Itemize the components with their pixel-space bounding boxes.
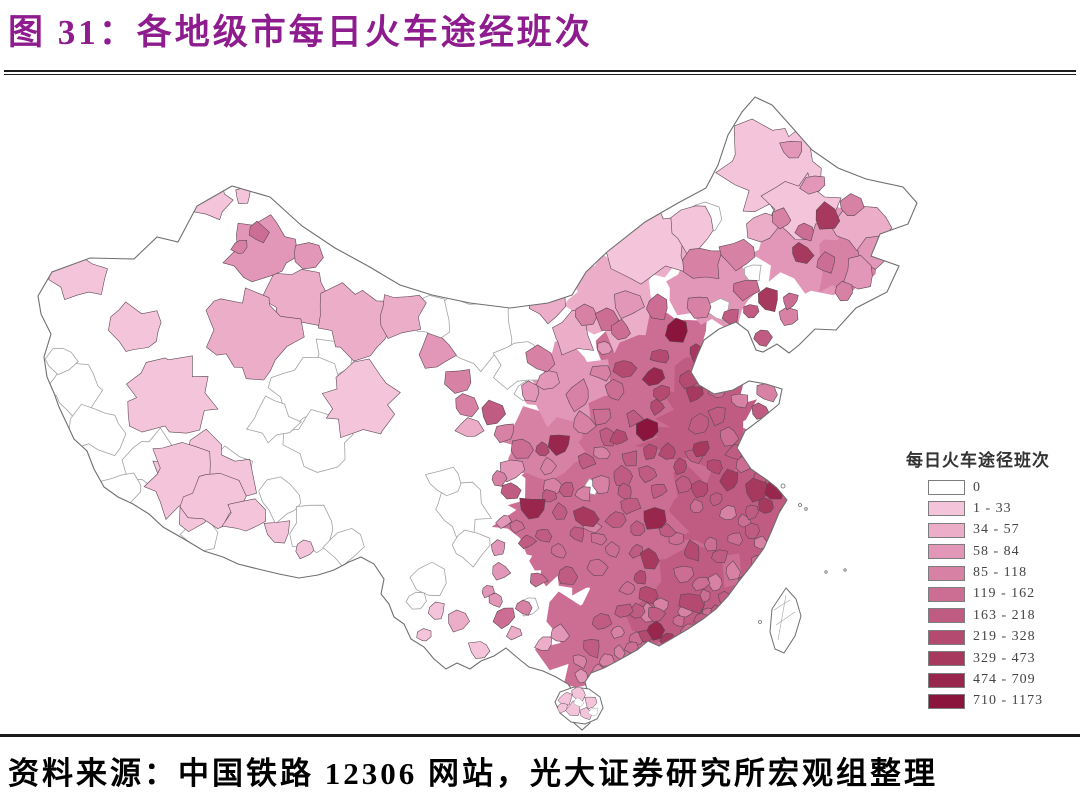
legend-row: 219 - 328	[928, 629, 1066, 645]
legend-label: 329 - 473	[973, 650, 1036, 666]
legend-label: 34 - 57	[973, 522, 1020, 538]
legend-row: 0	[928, 480, 1066, 495]
legend-row: 34 - 57	[928, 522, 1066, 538]
legend-label: 119 - 162	[973, 586, 1036, 602]
legend-swatch	[928, 565, 965, 581]
legend-rows: 0 1 - 33 34 - 57 58 - 84 85 - 118 119 - 162 16…	[906, 480, 1066, 709]
title-divider-rule	[4, 70, 1076, 75]
legend-swatch	[928, 480, 965, 495]
legend-row: 329 - 473	[928, 650, 1066, 667]
legend-label: 474 - 709	[973, 672, 1036, 688]
legend-swatch	[928, 608, 965, 624]
legend-swatch	[928, 672, 965, 688]
legend-row: 710 - 1173	[928, 693, 1066, 709]
legend-label: 1 - 33	[973, 500, 1012, 516]
legend-row: 1 - 33	[928, 500, 1066, 517]
legend-row: 58 - 84	[928, 543, 1066, 560]
legend-label: 219 - 328	[973, 629, 1036, 645]
china-choropleth-map	[0, 80, 1080, 736]
legend-label: 85 - 118	[973, 565, 1028, 581]
legend-swatch	[928, 693, 965, 709]
legend-label: 163 - 218	[973, 607, 1036, 623]
legend-title: 每日火车途径班次	[906, 451, 1050, 470]
legend-label: 58 - 84	[973, 543, 1020, 559]
map-canvas	[37, 96, 918, 731]
legend-swatch	[928, 586, 965, 602]
legend-label: 710 - 1173	[973, 693, 1044, 709]
legend-row: 85 - 118	[928, 565, 1066, 581]
source-attribution: 资料来源：中国铁路 12306 网站，光大证券研究所宏观组整理	[8, 756, 938, 791]
legend-row: 163 - 218	[928, 607, 1066, 624]
legend-swatch	[928, 501, 965, 517]
figure-title: 图 31：各地级市每日火车途经班次	[8, 13, 593, 52]
legend-label: 0	[973, 479, 981, 495]
legend-row: 119 - 162	[928, 586, 1066, 602]
legend-swatch	[928, 544, 965, 560]
legend-swatch	[928, 522, 965, 538]
legend-swatch	[928, 629, 965, 645]
map-legend: 每日火车途径班次 0 1 - 33 34 - 57 58 - 84 85 - 118 11…	[906, 446, 1066, 715]
legend-row: 474 - 709	[928, 672, 1066, 688]
source-divider-rule	[0, 734, 1080, 737]
legend-swatch	[928, 651, 965, 667]
